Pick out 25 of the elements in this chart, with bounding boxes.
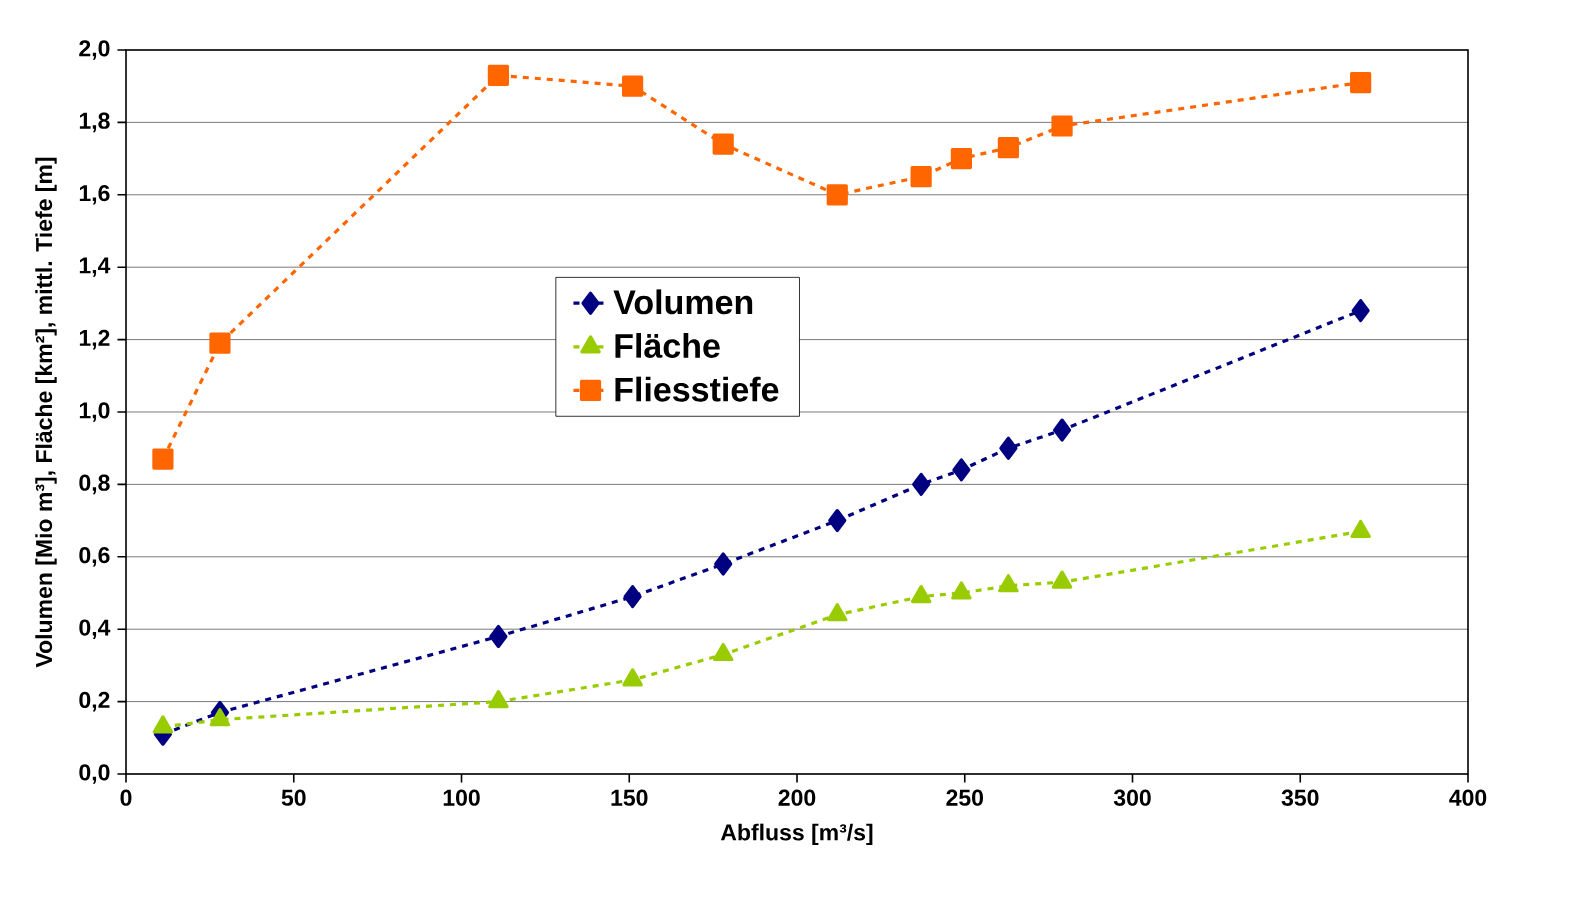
x-tick-label: 400 (1449, 789, 1487, 806)
y-tick-label: 0,2 (79, 691, 110, 712)
y-tick-label: 0,8 (79, 474, 110, 495)
y-tick-label: 0,6 (79, 546, 110, 567)
y-axis-title: Volumen [Mio m³], Fläche [km²], mittl. Tiefe [m] (35, 157, 57, 668)
legend-label: Fläche (615, 333, 720, 358)
y-tick-label: 2,0 (79, 40, 110, 60)
y-tick-label: 1,2 (79, 329, 110, 350)
x-axis-title: Abfluss [m³/s] (720, 823, 873, 846)
y-tick-label: 0,0 (79, 764, 110, 784)
y-tick-label: 0,4 (79, 619, 111, 639)
y-tick-label: 1,4 (79, 257, 111, 277)
y-tick-label: 1,8 (79, 112, 110, 133)
legend-label: Fliesstiefe (615, 376, 779, 402)
x-tick-label: 350 (1281, 789, 1319, 806)
x-tick-label: 200 (778, 789, 816, 806)
y-tick-label: 1,6 (79, 184, 110, 205)
x-tick-label: 50 (281, 789, 306, 806)
y-tick-label: 1,0 (79, 402, 110, 422)
x-tick-label: 0 (120, 789, 132, 806)
x-tick-label: 150 (611, 789, 648, 806)
x-tick-label: 100 (443, 789, 480, 806)
legend-label: Volumen (613, 289, 753, 315)
x-tick-label: 250 (946, 789, 983, 806)
x-tick-label: 300 (1113, 789, 1151, 806)
